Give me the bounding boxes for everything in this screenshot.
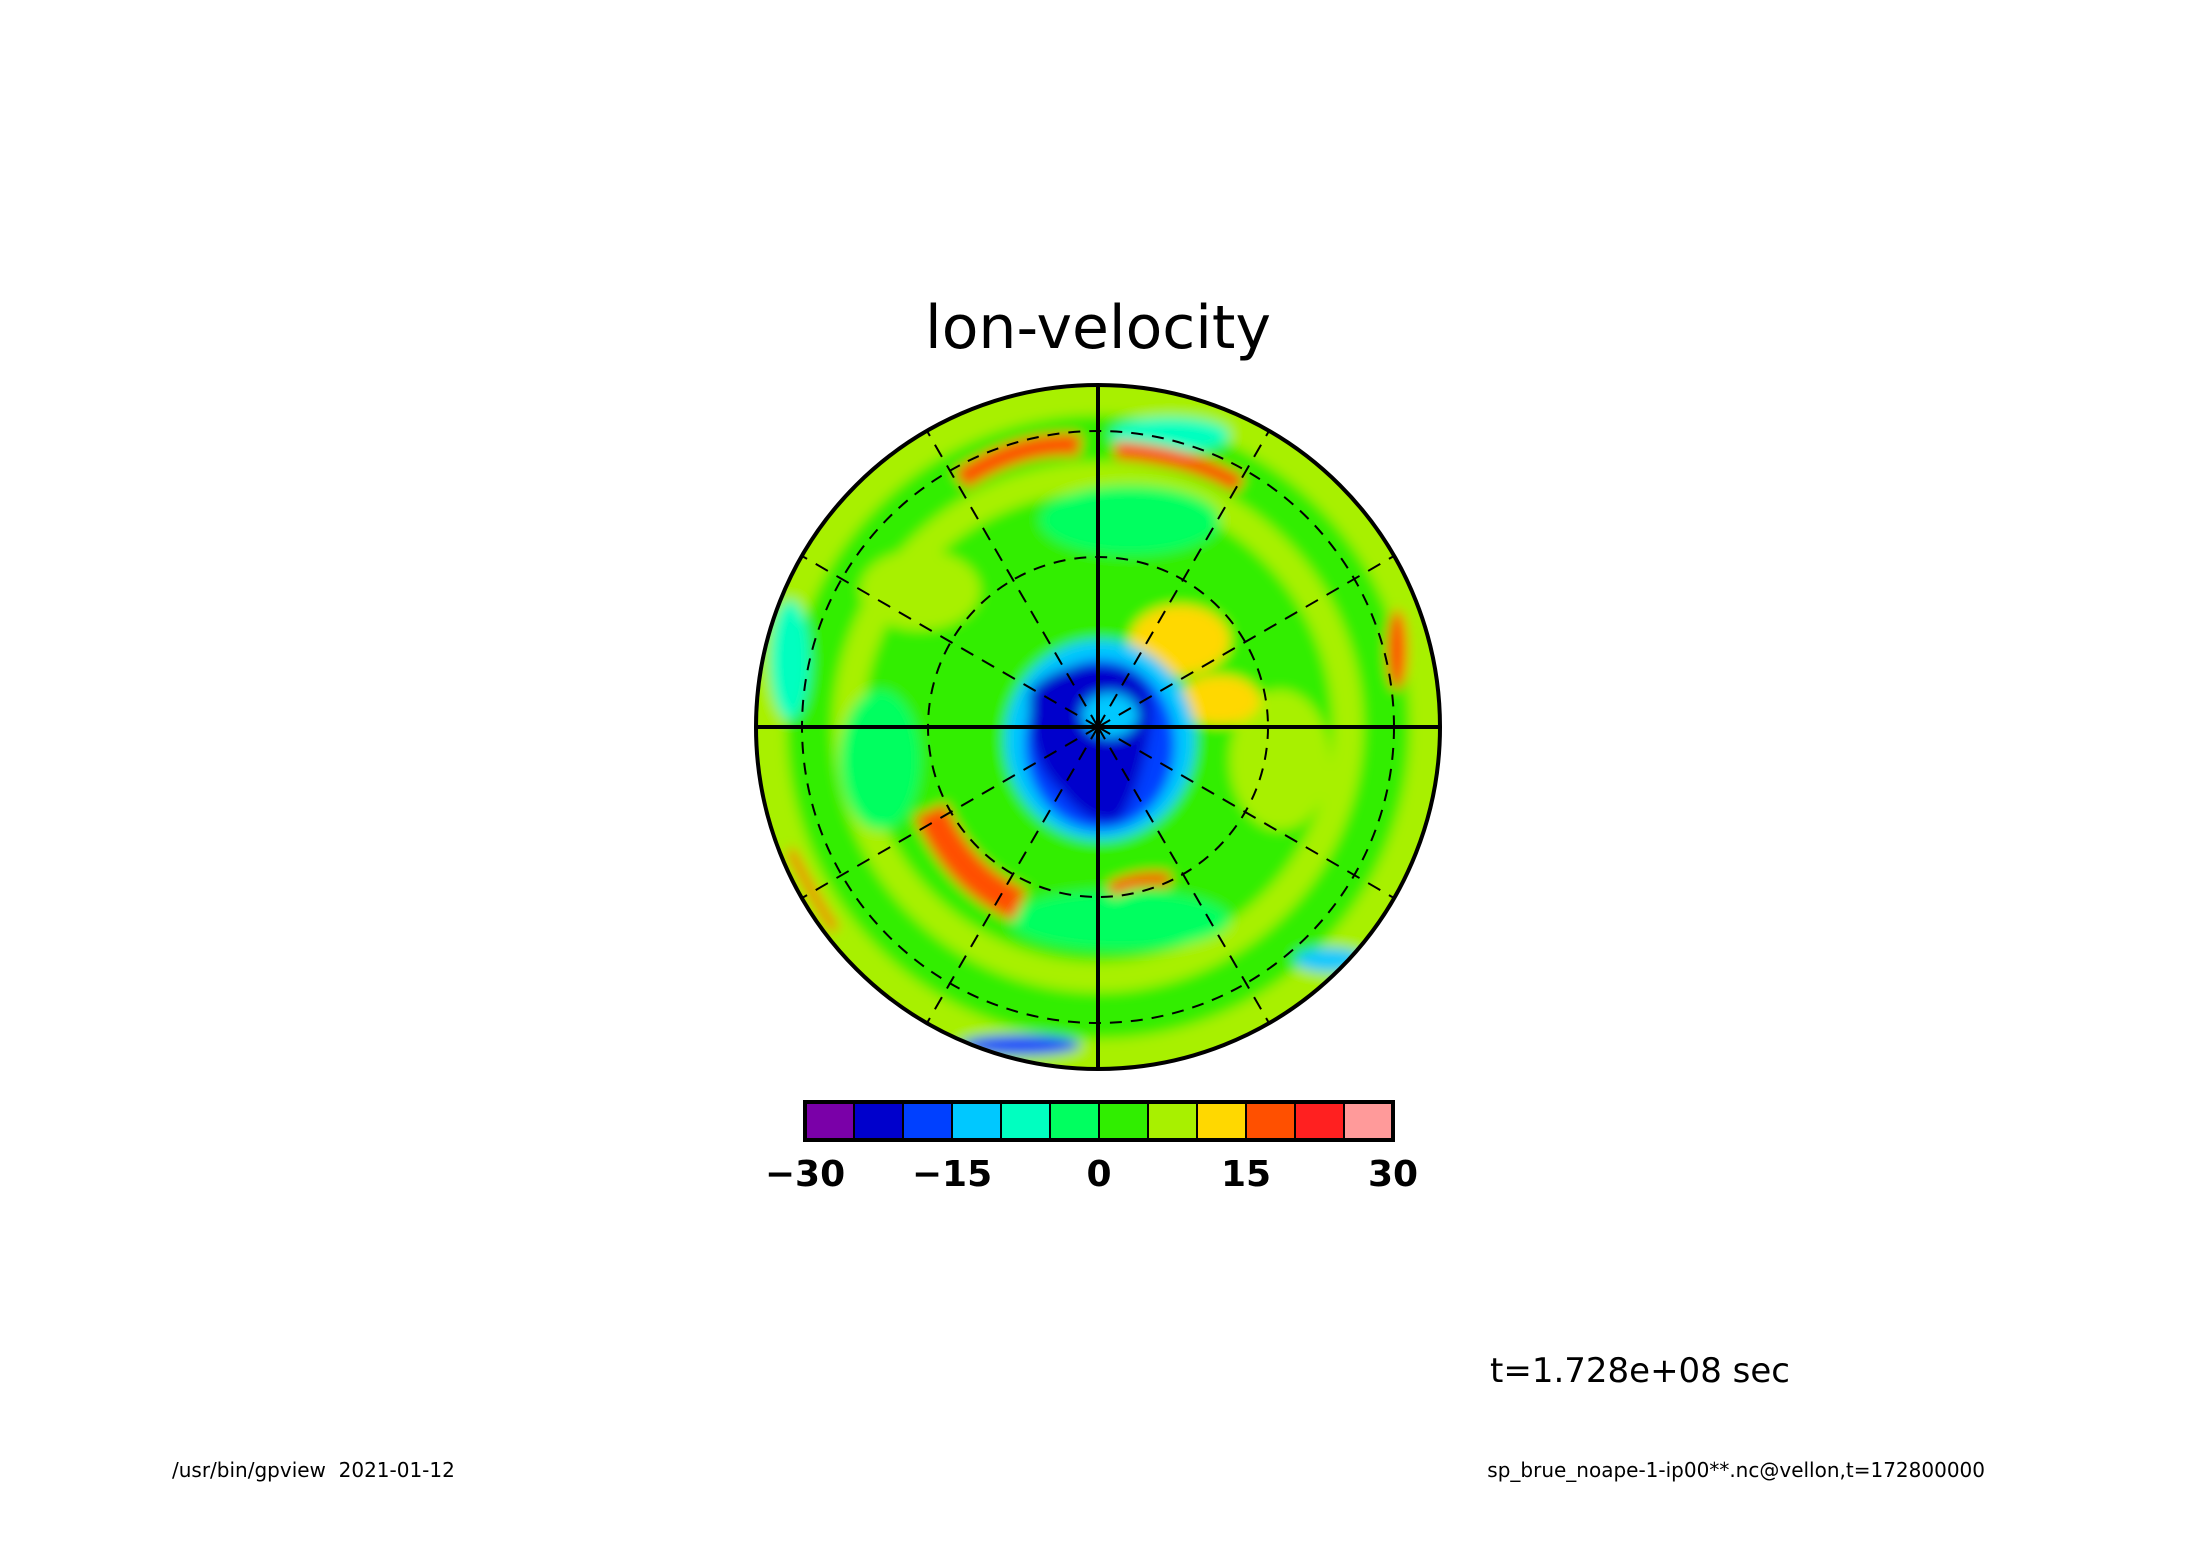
latitude-circles xyxy=(801,430,1395,1024)
colorbar-tick-label: 0 xyxy=(1086,1154,1111,1195)
footer-right: sp_brue_noape-1-ip00**.nc@vellon,t=17280… xyxy=(1487,1458,1985,1482)
field-lower-left-band xyxy=(914,803,1027,921)
colorbar-swatch xyxy=(951,1101,1002,1141)
colorbar-swatch xyxy=(1098,1101,1149,1141)
field-patch-l xyxy=(840,690,920,830)
field-right-edge-band xyxy=(1387,610,1407,690)
map-border xyxy=(754,383,1442,1071)
colorbar xyxy=(803,1100,1395,1142)
colorbar-swatch xyxy=(1343,1101,1394,1141)
colorbar-frame xyxy=(803,1100,1395,1142)
colorbar-tick-label: 30 xyxy=(1368,1154,1418,1195)
field-upper-arc-left xyxy=(953,433,1081,490)
colorbar-tick-label: −30 xyxy=(765,1154,845,1195)
colorbar-ticks: −30 −15 0 15 30 xyxy=(765,1154,1418,1195)
field-patch-ul xyxy=(860,550,980,630)
dashed-meridians xyxy=(801,430,1395,1024)
colorbar-tick-label: 15 xyxy=(1221,1154,1271,1195)
field-lower-center-band xyxy=(1106,871,1172,897)
time-label: t=1.728e+08 sec xyxy=(1490,1351,1790,1391)
colorbar-swatch xyxy=(1196,1101,1247,1141)
colorbar-tick-label: −15 xyxy=(912,1154,992,1195)
field-patch-lower xyxy=(1010,890,1230,950)
polar-map xyxy=(756,385,1440,1069)
field-patch-upper xyxy=(1040,485,1220,555)
field-patch-rr xyxy=(1180,675,1260,725)
field-upper-arc-right xyxy=(1114,441,1245,493)
chart-title: lon-velocity xyxy=(925,293,1271,363)
colorbar-swatch xyxy=(902,1101,953,1141)
field-patch-ur xyxy=(1130,605,1230,675)
field-lower-left-edge xyxy=(786,848,839,933)
colorbar-swatch xyxy=(853,1101,904,1141)
field-patch-bottom xyxy=(960,1035,1080,1055)
colorbar-swatch xyxy=(1245,1101,1296,1141)
colorbar-swatch xyxy=(804,1101,855,1141)
colorbar-swatch xyxy=(1147,1101,1198,1141)
footer-left: /usr/bin/gpview 2021-01-12 xyxy=(172,1458,455,1482)
map-grid xyxy=(756,385,1440,1069)
colorbar-swatch xyxy=(1049,1101,1100,1141)
colorbar-swatch xyxy=(1294,1101,1345,1141)
colorbar-swatch xyxy=(1000,1101,1051,1141)
field-patch-edge-l xyxy=(770,600,810,720)
